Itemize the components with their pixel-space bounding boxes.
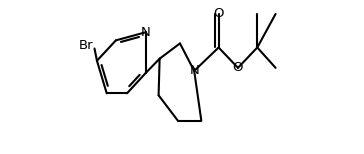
Text: N: N [141,26,151,39]
Text: N: N [189,64,199,77]
Text: O: O [213,7,224,20]
Text: O: O [233,61,243,74]
Text: Br: Br [79,39,94,52]
